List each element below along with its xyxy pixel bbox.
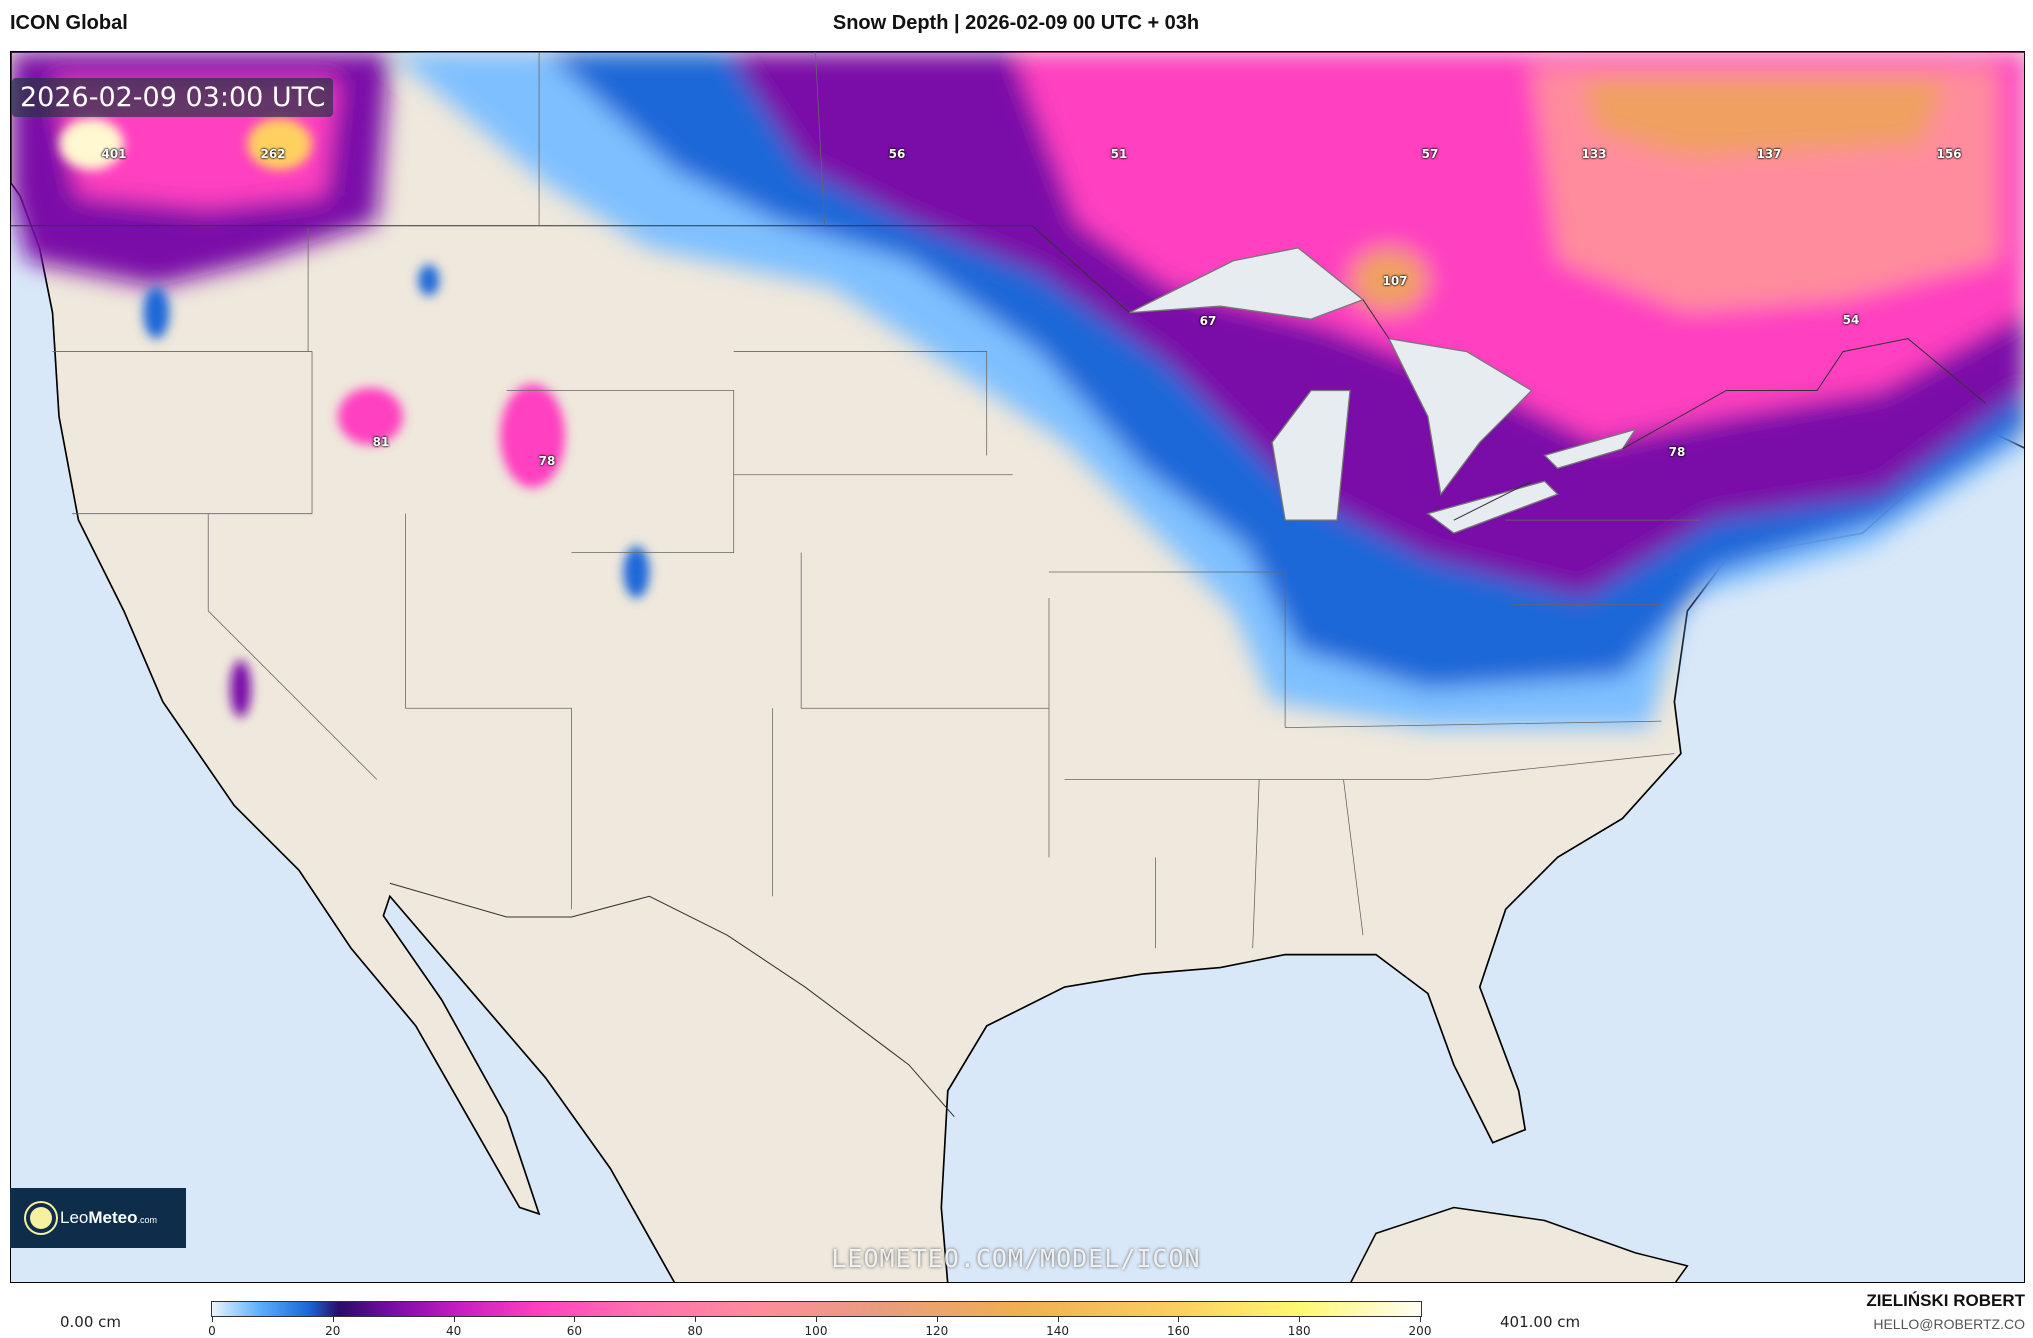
colorbar-tick-label: 60 xyxy=(566,1324,583,1338)
colorbar-tick-label: 160 xyxy=(1166,1324,1190,1338)
max-label: 133 xyxy=(1581,147,1607,161)
max-label: 262 xyxy=(260,147,286,161)
colorbar-tick xyxy=(816,1317,817,1322)
logo-text: LeoMeteo.com xyxy=(60,1208,158,1227)
legend-max-label: 401.00 cm xyxy=(1500,1313,1581,1331)
snow-patches xyxy=(59,118,650,718)
colorbar-tick xyxy=(1057,1317,1059,1322)
max-label: 137 xyxy=(1756,147,1782,161)
colorbar-tick-label: 200 xyxy=(1408,1324,1432,1338)
max-label: 401 xyxy=(101,147,127,161)
leometeo-logo[interactable]: LeoMeteo.com xyxy=(10,1188,186,1248)
watermark: LEOMETEO.COM/MODEL/ICON xyxy=(831,1244,1201,1273)
colorbar-tick-label: 100 xyxy=(804,1324,828,1338)
colorbar-tick-label: 40 xyxy=(445,1324,462,1338)
colorbar-tick-label: 120 xyxy=(925,1324,949,1338)
max-label: 57 xyxy=(1421,147,1439,161)
colorbar-tick-label: 180 xyxy=(1287,1324,1311,1338)
max-label: 56 xyxy=(888,147,906,161)
cuba xyxy=(1350,1206,1689,1282)
borders xyxy=(11,225,1987,1118)
colorbar-tick-label: 20 xyxy=(325,1324,341,1338)
max-label: 78 xyxy=(538,454,556,468)
colorbar-tick-label: 0 xyxy=(208,1324,216,1338)
colorbar-tick xyxy=(453,1317,455,1322)
colorbar-tick xyxy=(332,1317,334,1322)
great-lakes xyxy=(1129,247,1637,534)
colorbar-tick xyxy=(1420,1317,1421,1322)
map-title: Snow Depth | 2026-02-09 00 UTC + 03h xyxy=(832,12,1200,34)
map-canvas xyxy=(11,52,2024,1282)
colorbar-tick xyxy=(1299,1317,1301,1322)
colorbar-tick xyxy=(212,1317,213,1322)
author-name: ZIELIŃSKI ROBERT xyxy=(1866,1291,2025,1310)
max-label: 156 xyxy=(1936,147,1962,161)
colorbar-tick-label: 80 xyxy=(687,1324,703,1338)
max-label: 51 xyxy=(1110,147,1128,161)
colorbar-tick xyxy=(1178,1317,1180,1322)
max-label: 67 xyxy=(1199,314,1217,328)
valid-time-stamp: 2026-02-09 03:00 UTC xyxy=(12,78,334,117)
colorbar xyxy=(211,1301,1422,1317)
state-lines xyxy=(52,52,1701,949)
max-label: 107 xyxy=(1382,274,1408,288)
max-label: 54 xyxy=(1842,313,1860,327)
sun-icon xyxy=(30,1207,52,1229)
colorbar-tick xyxy=(695,1317,697,1322)
snow-depth-map[interactable]: 2026-02-09 03:00 UTC 401 262 56 51 57 13… xyxy=(10,51,2025,1283)
colorbar-tick xyxy=(574,1317,576,1322)
colorbar-tick xyxy=(936,1317,938,1322)
snow-cover xyxy=(11,52,2024,728)
legend-min-label: 0.00 cm xyxy=(60,1313,122,1331)
model-name: ICON Global xyxy=(10,12,128,34)
max-label: 81 xyxy=(372,435,390,449)
max-label: 78 xyxy=(1668,445,1686,459)
colorbar-tick-label: 140 xyxy=(1046,1324,1070,1338)
author-email[interactable]: HELLO@ROBERTZ.CO xyxy=(1873,1316,2025,1332)
